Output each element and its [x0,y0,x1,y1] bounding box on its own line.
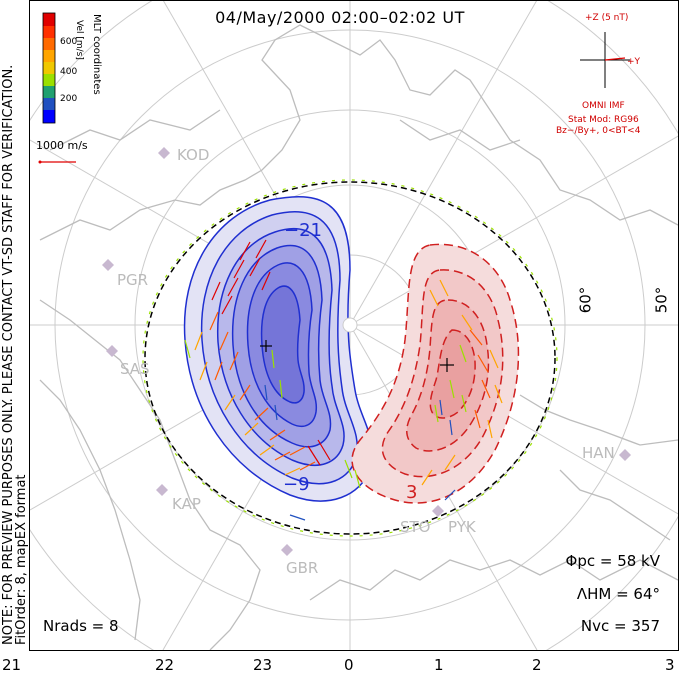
positive-potential-cell [351,243,520,504]
coords-label: MLT coordinates [91,14,102,95]
station-pgr: PGR [117,271,149,289]
imf-condition: Bz−/By+, 0<BT<4 [556,126,641,136]
imf-y-label: +Y [627,57,641,67]
velocity-scale-arrow [38,160,76,164]
station-markers [102,147,631,556]
num-vectors: Nvc = 357 [580,617,660,635]
colorbar-tick-200: 200 [60,94,78,104]
velocity-colorbar [42,12,56,124]
mlt-tick-21: 21 [2,656,22,674]
map-title: 04/May/2000 02:00–02:02 UT [215,8,465,27]
potential-min-marker [260,340,272,352]
fit-order-note: FitOrder: 8, mapEX format [14,474,29,645]
mlt-tick-2: 2 [532,656,542,674]
stat-model: Stat Mod: RG96 [568,115,639,125]
hm-latitude: ΛHM = 64° [576,585,660,603]
imf-vector [604,57,626,61]
station-kap: KAP [172,495,201,513]
contour-label-pos: 3 [406,482,418,503]
potential-max-marker [440,358,454,372]
magnetic-pole-marker [342,317,358,333]
colorbar-tick-400: 400 [60,67,78,77]
latitude-label-60: 60° [576,286,595,314]
side-note: NOTE: FOR PREVIEW PURPOSES ONLY. PLEASE … [1,0,29,645]
station-gbr: GBR [286,559,319,577]
colorbar-title: Vel [m/s] [74,20,84,60]
mlt-tick-1: 1 [434,656,444,674]
velocity-vectors [184,239,503,521]
station-pyk: PYK [448,518,476,536]
station-kod: KOD [177,146,210,164]
coastlines [39,24,678,650]
contour-label-neg: −9 [283,474,310,495]
station-sto: STO [400,518,431,536]
colorbar-tick-600: 600 [60,37,78,47]
velocity-scale-label: 1000 m/s [36,139,88,152]
negative-potential-cell [183,196,374,502]
station-sas: SAS [120,360,150,378]
mlt-tick-3: 3 [665,656,675,674]
station-han: HAN [582,444,615,462]
num-radars: Nrads = 8 [43,617,119,635]
mlt-tick-0: 0 [344,656,354,674]
mlt-tick-22: 22 [155,656,175,674]
latitude-label-50: 50° [652,286,671,314]
mlt-tick-23: 23 [253,656,273,674]
cross-polar-potential: Φpc = 58 kV [565,552,660,570]
imf-z-label: +Z (5 nT) [585,13,629,23]
contour-label-min: −21 [284,220,322,241]
imf-source: OMNI IMF [582,101,625,111]
hm-boundary-green [142,179,558,537]
hm-boundary [144,181,556,535]
